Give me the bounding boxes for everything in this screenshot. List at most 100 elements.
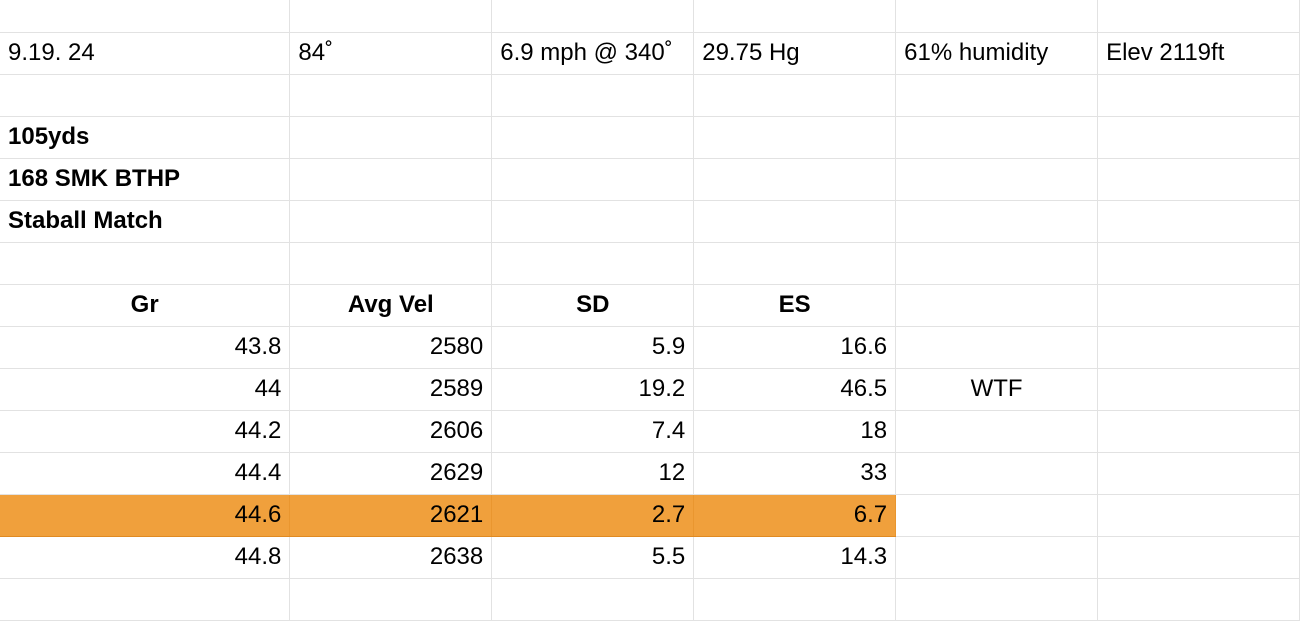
load-info-row: Staball Match xyxy=(0,200,1300,243)
cell[interactable] xyxy=(895,578,1099,621)
cell[interactable] xyxy=(1097,242,1300,285)
sd-cell[interactable]: 2.7 xyxy=(491,494,695,537)
table-row: 44.2 2606 7.4 18 xyxy=(0,410,1300,453)
cell[interactable] xyxy=(289,74,493,117)
cell[interactable] xyxy=(895,74,1099,117)
header-es[interactable]: ES xyxy=(693,284,897,327)
es-cell[interactable]: 6.7 xyxy=(693,494,897,537)
cell[interactable] xyxy=(1097,578,1300,621)
cell[interactable] xyxy=(491,0,695,33)
cell[interactable] xyxy=(289,0,493,33)
cell[interactable] xyxy=(693,74,897,117)
avg-vel-cell[interactable]: 2606 xyxy=(289,410,493,453)
sd-cell[interactable]: 5.5 xyxy=(491,536,695,579)
sd-cell[interactable]: 5.9 xyxy=(491,326,695,369)
cell[interactable] xyxy=(895,284,1099,327)
distance-cell[interactable]: 105yds xyxy=(0,116,291,159)
conditions-row: 9.19. 24 84˚ 6.9 mph @ 340˚ 29.75 Hg 61%… xyxy=(0,32,1300,75)
pressure-cell[interactable]: 29.75 Hg xyxy=(693,32,897,75)
cell[interactable] xyxy=(1097,410,1300,453)
gr-cell[interactable]: 44.8 xyxy=(0,536,291,579)
bullet-cell[interactable]: 168 SMK BTHP xyxy=(0,158,291,201)
es-cell[interactable]: 18 xyxy=(693,410,897,453)
cell[interactable] xyxy=(0,74,291,117)
elevation-cell[interactable]: Elev 2119ft xyxy=(1097,32,1300,75)
avg-vel-cell[interactable]: 2580 xyxy=(289,326,493,369)
note-cell[interactable] xyxy=(895,410,1099,453)
cell[interactable] xyxy=(0,0,291,33)
cell[interactable] xyxy=(289,158,493,201)
note-cell[interactable]: WTF xyxy=(895,368,1099,411)
header-gr[interactable]: Gr xyxy=(0,284,291,327)
humidity-cell[interactable]: 61% humidity xyxy=(895,32,1099,75)
avg-vel-cell[interactable]: 2589 xyxy=(289,368,493,411)
cell[interactable] xyxy=(289,116,493,159)
cell[interactable] xyxy=(1097,368,1300,411)
cell[interactable] xyxy=(491,200,695,243)
gr-cell[interactable]: 44.6 xyxy=(0,494,291,537)
cell[interactable] xyxy=(1097,200,1300,243)
avg-vel-cell[interactable]: 2621 xyxy=(289,494,493,537)
cell[interactable] xyxy=(693,0,897,33)
cell[interactable] xyxy=(289,200,493,243)
es-cell[interactable]: 16.6 xyxy=(693,326,897,369)
cell[interactable] xyxy=(693,158,897,201)
cell[interactable] xyxy=(693,116,897,159)
cell[interactable] xyxy=(1097,116,1300,159)
sd-cell[interactable]: 7.4 xyxy=(491,410,695,453)
sd-cell[interactable]: 19.2 xyxy=(491,368,695,411)
sd-cell[interactable]: 12 xyxy=(491,452,695,495)
note-cell[interactable] xyxy=(895,452,1099,495)
cell[interactable] xyxy=(0,242,291,285)
cell[interactable] xyxy=(1097,326,1300,369)
cell[interactable] xyxy=(1097,452,1300,495)
avg-vel-cell[interactable]: 2629 xyxy=(289,452,493,495)
gr-cell[interactable]: 44 xyxy=(0,368,291,411)
cell[interactable] xyxy=(289,578,493,621)
gr-cell[interactable]: 44.4 xyxy=(0,452,291,495)
cell[interactable] xyxy=(491,158,695,201)
wind-cell[interactable]: 6.9 mph @ 340˚ xyxy=(491,32,695,75)
table-row: 44 2589 19.2 46.5 WTF xyxy=(0,368,1300,411)
es-cell[interactable]: 46.5 xyxy=(693,368,897,411)
cell[interactable] xyxy=(693,578,897,621)
temperature-cell[interactable]: 84˚ xyxy=(289,32,493,75)
table-row: 43.8 2580 5.9 16.6 xyxy=(0,326,1300,369)
cell[interactable] xyxy=(895,0,1099,33)
note-cell[interactable] xyxy=(895,494,1099,537)
note-cell[interactable] xyxy=(895,326,1099,369)
cell[interactable] xyxy=(289,242,493,285)
cell[interactable] xyxy=(491,578,695,621)
cell[interactable] xyxy=(1097,494,1300,537)
sheet-row xyxy=(0,242,1300,285)
table-row: 44.8 2638 5.5 14.3 xyxy=(0,536,1300,579)
cell[interactable] xyxy=(693,242,897,285)
header-row: Gr Avg Vel SD ES xyxy=(0,284,1300,327)
cell[interactable] xyxy=(491,116,695,159)
es-cell[interactable]: 33 xyxy=(693,452,897,495)
cell[interactable] xyxy=(491,74,695,117)
cell[interactable] xyxy=(895,200,1099,243)
header-sd[interactable]: SD xyxy=(491,284,695,327)
note-cell[interactable] xyxy=(895,536,1099,579)
avg-vel-cell[interactable]: 2638 xyxy=(289,536,493,579)
cell[interactable] xyxy=(0,578,291,621)
cell[interactable] xyxy=(1097,74,1300,117)
cell[interactable] xyxy=(895,242,1099,285)
cell[interactable] xyxy=(491,242,695,285)
cell[interactable] xyxy=(1097,0,1300,33)
cell[interactable] xyxy=(895,116,1099,159)
cell[interactable] xyxy=(693,200,897,243)
header-avg-vel[interactable]: Avg Vel xyxy=(289,284,493,327)
cell[interactable] xyxy=(895,158,1099,201)
cell[interactable] xyxy=(1097,536,1300,579)
date-cell[interactable]: 9.19. 24 xyxy=(0,32,291,75)
gr-cell[interactable]: 43.8 xyxy=(0,326,291,369)
cell[interactable] xyxy=(1097,158,1300,201)
powder-cell[interactable]: Staball Match xyxy=(0,200,291,243)
cell[interactable] xyxy=(1097,284,1300,327)
gr-cell[interactable]: 44.2 xyxy=(0,410,291,453)
sheet-row xyxy=(0,0,1300,33)
es-cell[interactable]: 14.3 xyxy=(693,536,897,579)
